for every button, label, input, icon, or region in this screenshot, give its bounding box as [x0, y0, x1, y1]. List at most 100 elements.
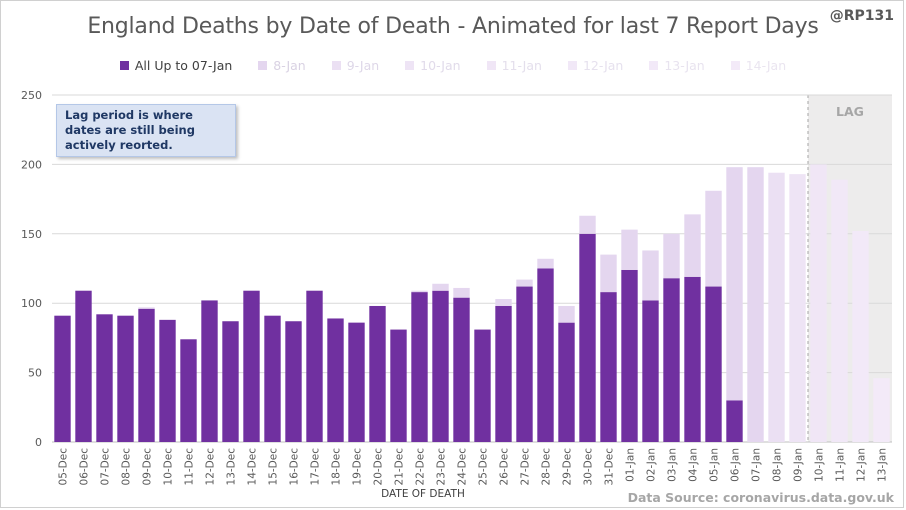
legend-item: 13-Jan: [649, 58, 705, 73]
x-tick-label: 05-Jan: [709, 448, 721, 482]
bar: [264, 315, 281, 442]
x-tick-label: 10-Dec: [163, 448, 175, 486]
x-tick-label: 04-Jan: [688, 448, 700, 482]
bar: [495, 299, 512, 306]
bar: [663, 233, 680, 279]
bar: [138, 308, 155, 442]
legend: All Up to 07-Jan 8-Jan 9-Jan 10-Jan 11-Jan 12…: [0, 58, 906, 73]
bar: [579, 233, 596, 442]
x-tick-label: 23-Dec: [436, 448, 448, 486]
bar: [873, 378, 890, 442]
bar: [705, 190, 722, 287]
x-tick-label: 18-Dec: [331, 448, 343, 486]
bar: [285, 321, 302, 442]
legend-swatch: [331, 61, 341, 70]
bar: [579, 215, 596, 234]
data-source: Data Source: coronavirus.data.gov.uk: [627, 490, 894, 505]
bar: [474, 329, 491, 442]
x-tick-label: 19-Dec: [352, 448, 364, 486]
bar: [537, 258, 554, 269]
bar: [453, 297, 470, 442]
x-tick-label: 15-Dec: [268, 448, 280, 486]
y-tick-label: 250: [21, 89, 42, 102]
bar: [726, 400, 743, 442]
legend-label: 11-Jan: [501, 58, 542, 73]
x-tick-label: 08-Jan: [772, 448, 784, 482]
x-tick-label: 12-Dec: [205, 448, 217, 486]
bar: [432, 290, 449, 442]
bar: [516, 279, 533, 287]
x-tick-label: 13-Dec: [226, 448, 238, 486]
bar: [663, 278, 680, 442]
legend-item: 12-Jan: [567, 58, 624, 73]
legend-label: 12-Jan: [582, 58, 624, 73]
x-tick-label: 16-Dec: [289, 448, 301, 486]
bar: [159, 319, 176, 442]
x-tick-label: 06-Jan: [730, 448, 742, 482]
y-tick-label: 100: [21, 297, 42, 310]
legend-swatch: [405, 61, 415, 70]
bar: [831, 179, 848, 442]
bar: [117, 315, 134, 442]
bar: [705, 286, 722, 442]
bar: [180, 339, 197, 442]
x-tick-label: 09-Jan: [793, 448, 805, 482]
lag-label: LAG: [836, 104, 864, 119]
x-tick-label: 11-Jan: [835, 448, 847, 482]
x-tick-label: 09-Dec: [142, 448, 154, 486]
bar: [684, 214, 701, 277]
legend-swatch: [567, 61, 577, 70]
x-tick-label: 25-Dec: [478, 448, 490, 486]
legend-swatch: [730, 61, 740, 70]
bar: [411, 290, 428, 293]
y-tick-label: 150: [21, 228, 42, 241]
bar: [201, 300, 218, 442]
x-tick-label: 14-Dec: [247, 448, 259, 486]
x-tick-label: 22-Dec: [415, 448, 427, 486]
legend-swatch: [258, 61, 268, 70]
x-tick-label: 10-Jan: [814, 448, 826, 482]
bar: [243, 290, 260, 442]
legend-label: 13-Jan: [664, 58, 705, 73]
x-tick-label: 28-Dec: [541, 448, 553, 486]
bar: [726, 167, 743, 401]
bar: [537, 268, 554, 442]
x-tick-label: 05-Dec: [58, 448, 70, 486]
bar: [138, 307, 155, 309]
bar: [642, 300, 659, 442]
bar: [390, 329, 407, 442]
x-tick-label: 21-Dec: [394, 448, 406, 486]
bar: [54, 315, 71, 442]
x-tick-label: 11-Dec: [184, 448, 196, 486]
bar: [789, 174, 806, 442]
legend-label: 8-Jan: [273, 58, 306, 73]
bar: [621, 229, 638, 270]
x-tick-label: 02-Jan: [646, 448, 658, 482]
bar: [306, 290, 323, 442]
bar: [495, 305, 512, 442]
bar: [621, 269, 638, 442]
y-tick-label: 50: [28, 367, 42, 380]
x-tick-label: 31-Dec: [604, 448, 616, 486]
x-tick-label: 24-Dec: [457, 448, 469, 486]
x-tick-label: 26-Dec: [499, 448, 511, 486]
y-tick-label: 0: [35, 436, 42, 449]
bar: [432, 283, 449, 291]
lag-note: Lag period is where dates are still bein…: [56, 104, 236, 157]
bar: [96, 314, 113, 442]
bar: [747, 167, 764, 442]
bar: [768, 172, 785, 442]
bar: [222, 321, 239, 442]
legend-label: 9-Jan: [346, 58, 380, 73]
legend-swatch: [486, 61, 496, 70]
bar: [600, 292, 617, 442]
legend-item: All Up to 07-Jan: [119, 58, 232, 73]
legend-item: 9-Jan: [331, 58, 380, 73]
x-tick-label: 20-Dec: [373, 448, 385, 486]
legend-label: 10-Jan: [420, 58, 461, 73]
x-tick-label: 29-Dec: [562, 448, 574, 486]
legend-item: 11-Jan: [486, 58, 542, 73]
bar: [411, 292, 428, 442]
